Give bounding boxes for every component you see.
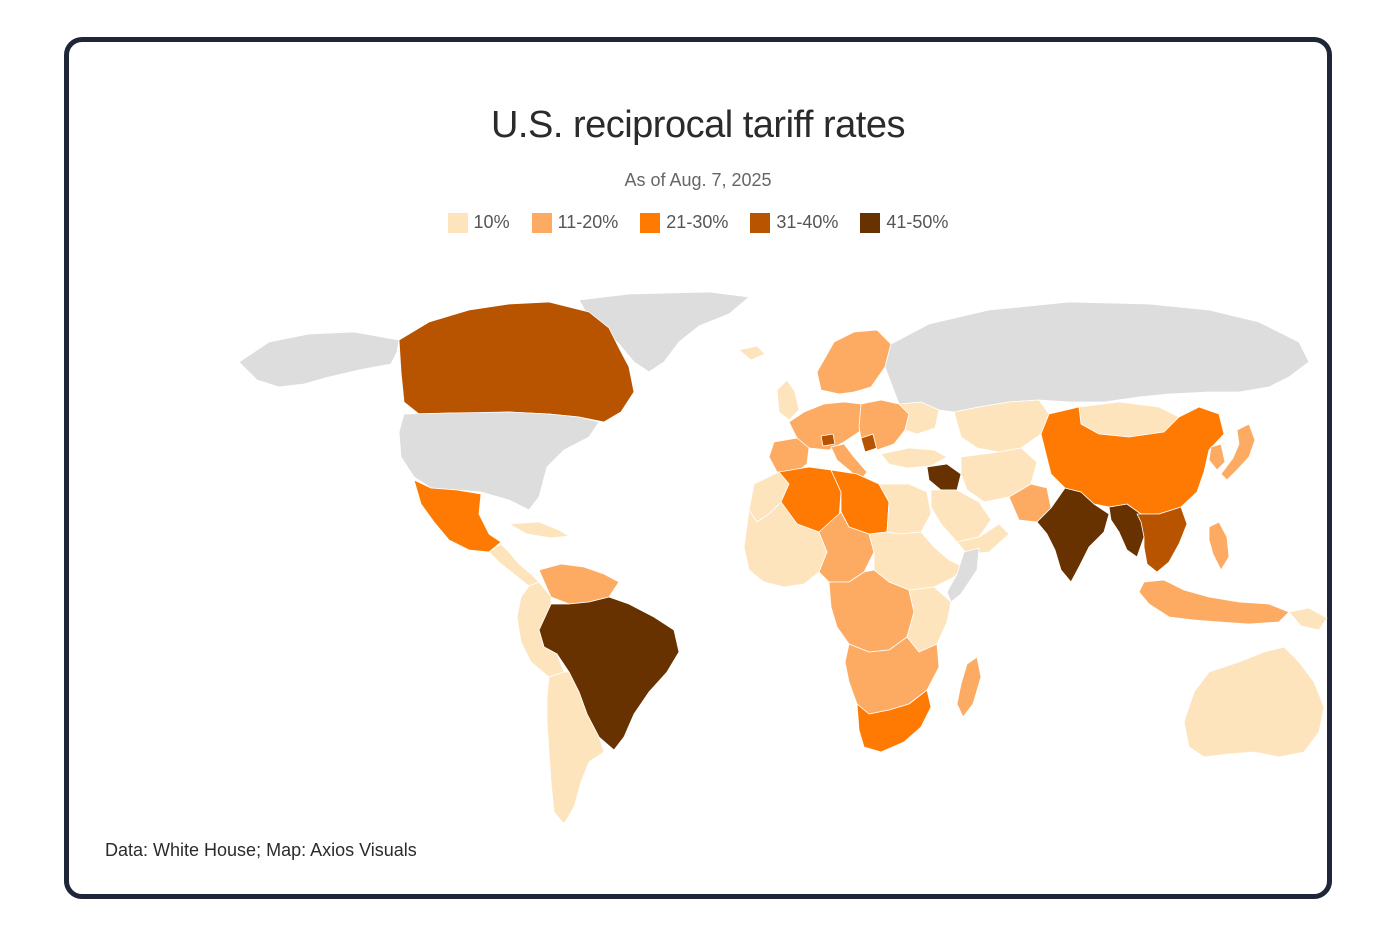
region-alaska — [238, 331, 400, 388]
world-map — [238, 291, 1328, 822]
region-switzerland — [820, 433, 836, 447]
region-central-america — [488, 543, 540, 587]
region-uk-ireland — [776, 379, 800, 421]
legend-item-11-20: 11-20% — [531, 212, 619, 233]
region-mexico — [413, 479, 502, 553]
region-italy — [830, 443, 868, 481]
map-title: U.S. reciprocal tariff rates — [490, 104, 906, 146]
legend-label: 21-30% — [666, 212, 729, 232]
region-venezuela-guyana — [538, 563, 620, 605]
region-south-africa — [856, 689, 932, 753]
region-caribbean — [508, 521, 570, 539]
legend-label: 41-50% — [886, 212, 949, 232]
region-china — [1040, 406, 1225, 515]
map-subtitle: As of Aug. 7, 2025 — [624, 170, 772, 190]
legend-swatch — [640, 212, 661, 233]
region-canada — [398, 301, 635, 423]
legend-item-41-50: 41-50% — [860, 212, 948, 233]
legend-item-21-30: 21-30% — [640, 212, 728, 233]
region-southeast-asia — [1136, 506, 1188, 573]
legend-label: 31-40% — [776, 212, 839, 232]
region-usa — [398, 411, 600, 511]
region-papua-new-guinea — [1288, 607, 1328, 631]
region-andes-west — [516, 581, 565, 678]
region-madagascar — [956, 656, 982, 718]
region-argentina-chile — [546, 671, 605, 822]
legend-item-10: 10% — [447, 212, 510, 233]
legend: 10% 11-20% 21-30% 31-40% 41-50% — [69, 212, 1327, 233]
region-korea — [1208, 443, 1226, 471]
region-iceland — [738, 345, 766, 361]
region-japan — [1220, 423, 1256, 481]
region-australia — [1183, 646, 1325, 758]
legend-swatch — [860, 212, 881, 233]
legend-item-31-40: 31-40% — [750, 212, 838, 233]
legend-swatch — [750, 212, 771, 233]
region-syria-iraq — [926, 463, 962, 491]
legend-label: 11-20% — [557, 212, 619, 232]
region-russia — [884, 301, 1310, 413]
region-eastern-europe — [858, 399, 910, 451]
region-turkey — [880, 447, 948, 469]
region-scandinavia — [816, 329, 892, 395]
legend-swatch — [447, 212, 468, 233]
source-note: Data: White House; Map: Axios Visuals — [105, 840, 417, 860]
region-philippines — [1208, 521, 1230, 571]
region-east-africa — [906, 586, 952, 653]
legend-label: 10% — [473, 212, 510, 232]
card-frame: U.S. reciprocal tariff rates As of Aug. … — [64, 37, 1332, 899]
region-indonesia-malaysia — [1138, 579, 1290, 625]
region-brazil — [538, 596, 680, 751]
region-somalia — [946, 547, 980, 603]
legend-swatch — [531, 212, 552, 233]
